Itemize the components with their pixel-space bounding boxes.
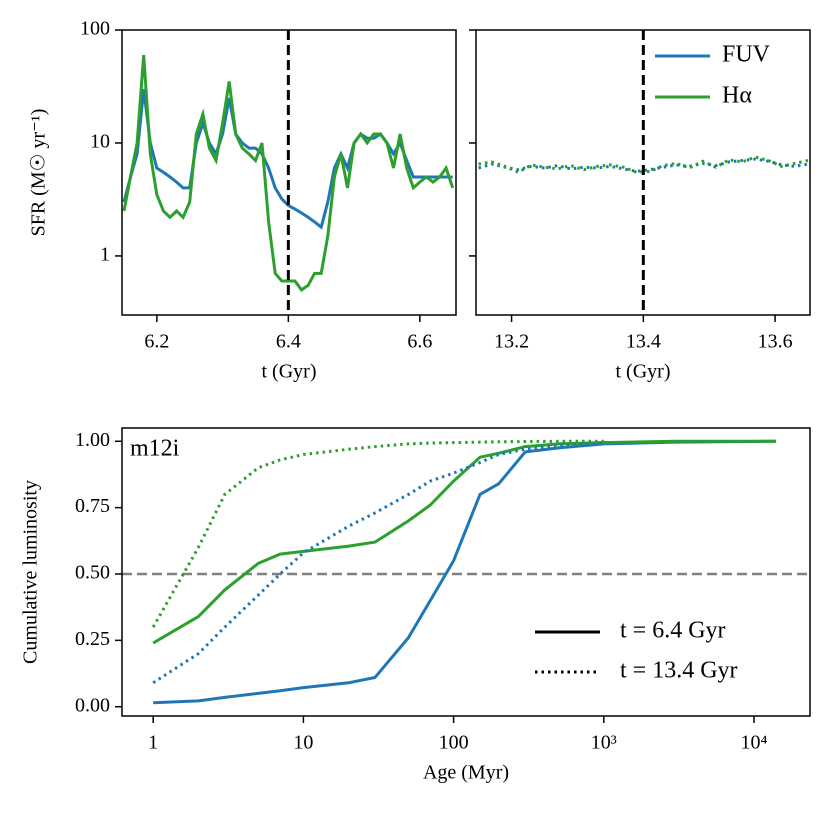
legend-label: t = 13.4 Gyr bbox=[620, 658, 738, 684]
series-line bbox=[153, 439, 776, 705]
y-tick-label: 100 bbox=[80, 18, 110, 40]
series-line bbox=[478, 155, 809, 174]
x-tick-label: 6.2 bbox=[144, 331, 169, 353]
y-tick-label: 1.00 bbox=[75, 429, 110, 451]
y-tick-label: 0.50 bbox=[75, 562, 110, 584]
axes-frame bbox=[121, 29, 457, 316]
legend-label: FUV bbox=[722, 42, 771, 68]
y-tick-label: 1 bbox=[100, 244, 110, 266]
x-tick-label: 13.2 bbox=[494, 331, 529, 353]
y-tick-label: 0.75 bbox=[75, 495, 110, 517]
x-axis-label: t (Gyr) bbox=[262, 361, 317, 383]
x-tick-label: 10⁴ bbox=[740, 732, 767, 754]
series-line bbox=[122, 54, 455, 292]
y-tick-label: 0.00 bbox=[75, 694, 110, 716]
x-tick-label: 13.4 bbox=[626, 331, 661, 353]
x-tick-label: 10³ bbox=[591, 732, 617, 754]
series-line bbox=[152, 441, 604, 685]
annotation: m12i bbox=[130, 436, 180, 462]
y-axis-label: Cumulative luminosity bbox=[20, 480, 42, 664]
axes-frame bbox=[121, 427, 811, 717]
y-tick-label: 10 bbox=[90, 131, 110, 153]
x-tick-label: 6.6 bbox=[407, 331, 432, 353]
x-axis-label: Age (Myr) bbox=[423, 762, 509, 784]
x-tick-label: 6.4 bbox=[276, 331, 301, 353]
y-axis-label: SFR (M☉ yr⁻¹) bbox=[28, 109, 50, 237]
legend-label: t = 6.4 Gyr bbox=[620, 618, 726, 644]
x-tick-label: 13.6 bbox=[758, 331, 793, 353]
x-tick-label: 10 bbox=[293, 732, 313, 754]
x-tick-label: 1 bbox=[148, 732, 158, 754]
x-tick-label: 100 bbox=[439, 732, 469, 754]
series-line bbox=[151, 439, 604, 628]
x-axis-label: t (Gyr) bbox=[616, 361, 671, 383]
legend-label: Hα bbox=[722, 83, 752, 109]
series-line bbox=[152, 439, 776, 645]
y-tick-label: 0.25 bbox=[75, 628, 110, 650]
axes-frame bbox=[475, 29, 811, 316]
